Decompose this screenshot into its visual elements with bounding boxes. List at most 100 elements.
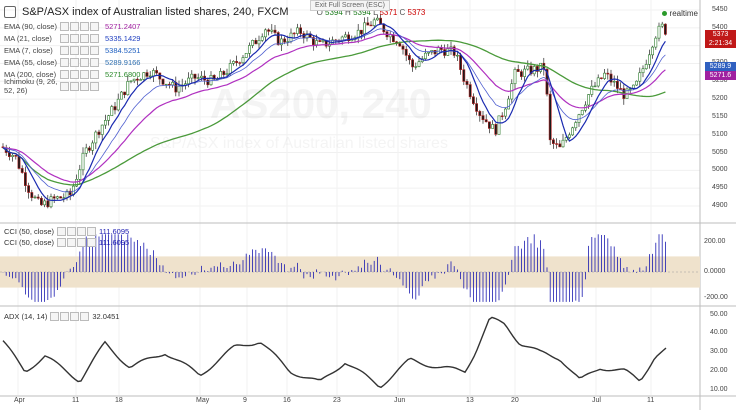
indicator-name: EMA (55, close) xyxy=(4,57,57,67)
indicator-row[interactable]: MA (200, close) 5271.6800 xyxy=(4,68,140,80)
time-axis-label: May xyxy=(196,397,210,404)
time-axis-label: Jun xyxy=(394,397,406,404)
candle-body xyxy=(104,120,107,126)
candle-body xyxy=(407,55,411,61)
candle-body xyxy=(644,64,648,70)
candle-body xyxy=(139,79,143,81)
candle-body xyxy=(606,72,610,75)
candle-body xyxy=(193,73,197,79)
indicator-name: MA (21, close) xyxy=(4,33,52,43)
candle-body xyxy=(222,71,226,75)
realtime-label: realtime xyxy=(669,9,698,18)
candle-body xyxy=(372,19,376,26)
adx-axis-label: 20.00 xyxy=(710,367,728,374)
candle-body xyxy=(391,34,395,43)
candle-body xyxy=(423,52,427,59)
candle-body xyxy=(39,197,43,206)
candle-body xyxy=(446,48,450,56)
candle-body xyxy=(49,196,53,208)
price-axis-label: 5100 xyxy=(712,130,728,138)
candle-body xyxy=(100,124,104,135)
candle-body xyxy=(283,38,287,43)
indicator-controls[interactable] xyxy=(60,81,99,91)
candle-body xyxy=(17,156,21,169)
candle-body xyxy=(459,54,463,70)
candle-body xyxy=(260,36,264,41)
candle-body xyxy=(62,197,66,199)
candle-body xyxy=(599,77,603,79)
indicator-controls[interactable] xyxy=(60,21,99,31)
candle-body xyxy=(190,73,194,79)
candle-body xyxy=(30,192,34,198)
adx-controls[interactable] xyxy=(50,312,90,321)
candle-body xyxy=(548,93,552,141)
candle-body xyxy=(443,49,447,56)
candle-body xyxy=(209,75,213,86)
cci-name-2: CCI (50, close) xyxy=(4,238,55,247)
cci-value: 111.6095 xyxy=(99,227,130,236)
time-axis-label: Jul xyxy=(592,397,601,404)
candle-body xyxy=(142,72,146,80)
candle-body xyxy=(404,48,408,56)
candle-body xyxy=(347,34,351,42)
indicator-controls[interactable] xyxy=(60,45,99,55)
bar-timer-tag: 2:21:34 xyxy=(705,39,736,48)
price-axis-label: 5250 xyxy=(712,77,728,85)
indicator-controls[interactable] xyxy=(60,69,99,79)
price-axis-label: 4900 xyxy=(712,202,728,209)
adx-panel xyxy=(0,307,700,395)
cci-value-2: 111.6095 xyxy=(99,238,130,247)
cci-axis-label: 200.00 xyxy=(704,238,726,245)
candle-body xyxy=(46,200,50,208)
time-axis-label: Apr xyxy=(14,397,25,404)
candle-body xyxy=(558,143,562,148)
cci-name: CCI (50, close) xyxy=(4,227,55,236)
cci-legend-1[interactable]: CCI (50, close) 111.6095 xyxy=(4,227,129,236)
candle-body xyxy=(478,111,482,116)
ohlc-readout: O 5394 H 5394 L 5371 C 5373 xyxy=(316,7,426,17)
ma200-line xyxy=(2,39,666,186)
candle-body xyxy=(177,85,181,93)
indicator-row[interactable]: Ichimoku (9, 26, 52, 26) xyxy=(4,77,140,95)
candle-body xyxy=(14,155,18,157)
indicator-value: 5271.6800 xyxy=(105,69,141,79)
candle-body xyxy=(27,185,31,193)
candle-body xyxy=(523,68,527,77)
candle-body xyxy=(251,40,255,46)
cci-legend-2[interactable]: CCI (50, close) 111.6095 xyxy=(4,238,129,247)
candle-body xyxy=(232,61,235,64)
candle-body xyxy=(455,54,459,57)
indicator-row[interactable]: EMA (55, close) 5289.9166 xyxy=(4,56,140,68)
candle-body xyxy=(321,40,325,42)
candle-body xyxy=(491,124,495,129)
cci-controls[interactable] xyxy=(57,227,97,236)
candle-body xyxy=(187,77,191,85)
candle-body xyxy=(270,29,274,32)
candle-body xyxy=(59,196,63,199)
candle-body xyxy=(123,91,127,96)
candle-body xyxy=(68,190,72,196)
adx-legend[interactable]: ADX (14, 14) 32.0451 xyxy=(4,312,119,321)
indicator-row[interactable]: MA (21, close) 5335.1429 xyxy=(4,32,140,44)
price-axis-label: 5400 xyxy=(712,23,728,31)
candle-body xyxy=(619,88,623,90)
cci-controls-2[interactable] xyxy=(57,238,97,247)
indicator-row[interactable]: EMA (90, close) 5271.2407 xyxy=(4,20,140,32)
cci-axis-label: -200.00 xyxy=(704,294,728,301)
candle-body xyxy=(78,169,82,180)
time-axis-label: 11 xyxy=(72,397,80,404)
candle-body xyxy=(539,62,543,72)
indicator-controls[interactable] xyxy=(60,33,99,43)
candle-body xyxy=(363,22,367,35)
indicator-controls[interactable] xyxy=(60,57,99,67)
exit-fullscreen-button[interactable]: Exit Full Screen (ESC) xyxy=(310,0,391,11)
ema90-line xyxy=(2,33,666,183)
indicator-row[interactable]: EMA (7, close) 5384.5251 xyxy=(4,44,140,56)
candle-body xyxy=(136,78,139,81)
price-axis-label: 5050 xyxy=(712,148,728,156)
candle-body xyxy=(145,72,149,77)
candle-body xyxy=(526,65,530,70)
candle-body xyxy=(651,46,655,56)
candle-body xyxy=(654,37,658,48)
